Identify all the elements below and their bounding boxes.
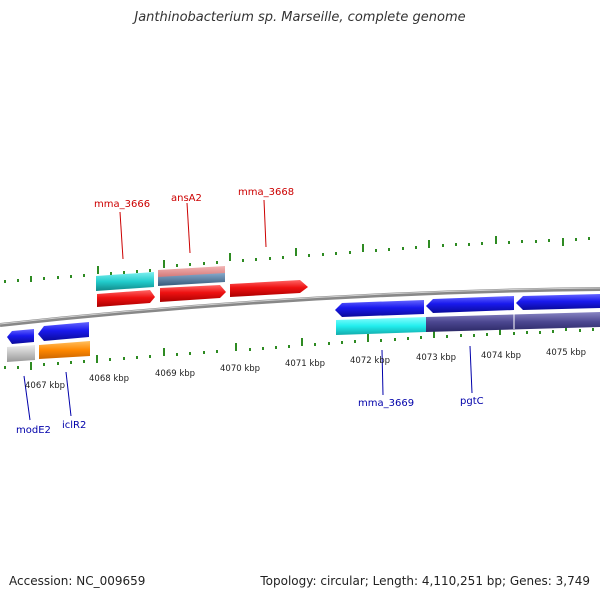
forward-strand-track — [96, 266, 308, 307]
kbp-label: 4073 kbp — [416, 353, 456, 363]
accession-label: Accession: NC_009659 — [9, 574, 146, 588]
genome-backbone — [0, 287, 600, 327]
kbp-label: 4067 kbp — [25, 381, 65, 391]
feature-orange-iclR2[interactable] — [39, 341, 90, 359]
kbp-label: 4075 kbp — [546, 348, 586, 358]
gene-label-ansA2[interactable]: ansA2 — [171, 193, 202, 204]
feature-purple-pgtC[interactable] — [426, 312, 600, 332]
gene-label-iclR2[interactable]: iclR2 — [62, 420, 86, 431]
reverse-gene-labels: modE2 iclR2 mma_3669 pgtC — [16, 396, 484, 436]
gene-arrow-modE2[interactable] — [7, 329, 34, 344]
page-title: Janthinobacterium sp. Marseille, complet… — [134, 10, 466, 25]
gene-arrow-ansA2[interactable] — [160, 285, 226, 302]
gene-arrow-iclR2[interactable] — [38, 322, 89, 341]
gene-label-mma-3669[interactable]: mma_3669 — [358, 398, 414, 409]
gene-arrow-next[interactable] — [516, 294, 600, 310]
kbp-scale-labels: 4067 kbp 4068 kbp 4069 kbp 4070 kbp 4071… — [25, 348, 586, 391]
lower-tick-track — [4, 323, 594, 370]
feature-grey-modE2[interactable] — [7, 345, 35, 362]
gene-label-mma-3666[interactable]: mma_3666 — [94, 199, 150, 210]
genome-summary: Topology: circular; Length: 4,110,251 bp… — [260, 574, 590, 588]
gene-arrow-pgtC[interactable] — [426, 296, 514, 313]
kbp-label: 4070 kbp — [220, 364, 260, 374]
feature-cyan-mma-3669[interactable] — [336, 317, 426, 335]
kbp-label: 4068 kbp — [89, 374, 129, 384]
feature-cyan-mma-3666[interactable] — [96, 272, 154, 291]
gene-arrow-mma-3666[interactable] — [97, 290, 155, 307]
kbp-label: 4071 kbp — [285, 359, 325, 369]
kbp-label: 4069 kbp — [155, 369, 195, 379]
gene-label-pgtC[interactable]: pgtC — [460, 396, 484, 407]
gene-label-mma-3668[interactable]: mma_3668 — [238, 187, 294, 198]
gene-arrow-mma-3668[interactable] — [230, 280, 308, 297]
kbp-label: 4074 kbp — [481, 351, 521, 361]
genome-backbone-highlight — [0, 287, 600, 325]
forward-gene-labels: mma_3666 ansA2 mma_3668 — [94, 187, 294, 210]
feature-steel-ansA2[interactable] — [158, 273, 225, 286]
upper-tick-track — [4, 236, 590, 283]
gene-label-modE2[interactable]: modE2 — [16, 425, 51, 436]
gene-label-leaders — [23, 199, 473, 421]
reverse-strand-track — [7, 294, 600, 362]
kbp-label: 4072 kbp — [350, 356, 390, 366]
gene-arrow-mma-3669[interactable] — [335, 300, 424, 317]
